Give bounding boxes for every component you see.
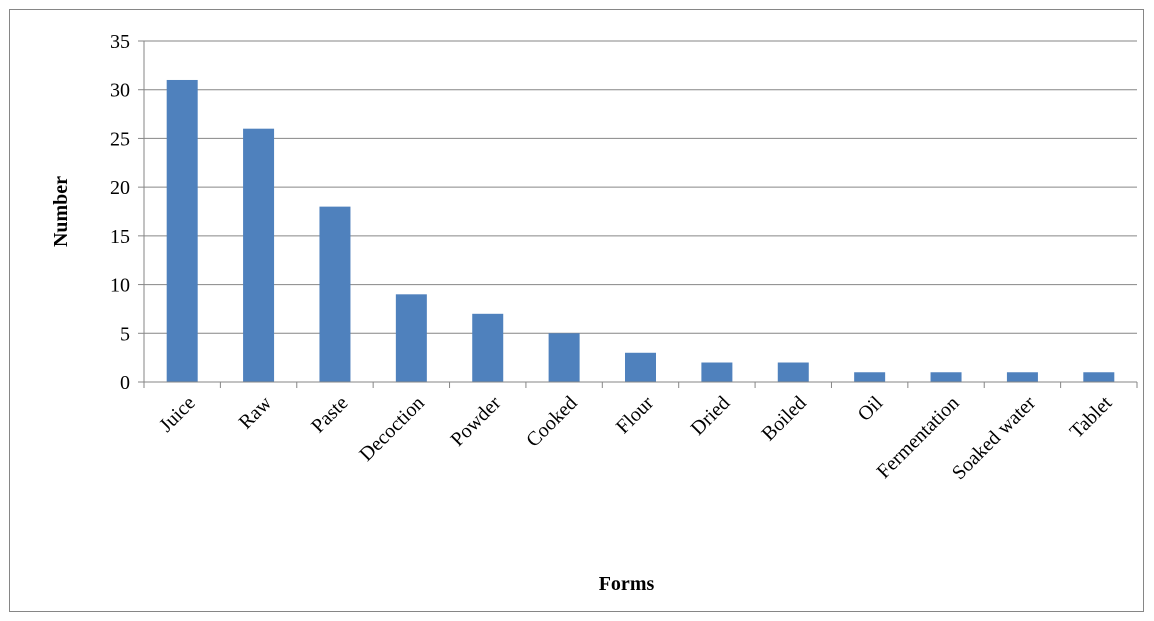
- x-tick-label: Decoction: [355, 392, 429, 466]
- bars: [166, 79, 1115, 382]
- bar-raw: [243, 128, 275, 382]
- x-tick-label: Dried: [687, 392, 735, 440]
- x-tick-label: Juice: [155, 392, 200, 437]
- x-tick-label: Flour: [612, 392, 658, 438]
- bar-dried: [701, 362, 733, 382]
- x-tick-label: Paste: [307, 392, 352, 437]
- y-tick-label: 0: [120, 372, 130, 394]
- bar-tablet: [1083, 372, 1115, 382]
- x-tick-label: Soaked water: [948, 392, 1040, 484]
- x-tick-label: Oil: [854, 392, 888, 426]
- x-tick-label: Tablet: [1066, 392, 1117, 443]
- bar-powder: [472, 313, 504, 382]
- y-tick-label: 10: [110, 275, 130, 297]
- bar-decoction: [395, 294, 427, 382]
- x-axis-title: Forms: [599, 573, 655, 595]
- y-tick-label: 20: [110, 177, 130, 199]
- bar-flour: [625, 352, 656, 382]
- y-tick-label: 15: [110, 226, 130, 248]
- y-tick-label: 25: [110, 128, 130, 150]
- x-tick-label: Raw: [235, 392, 277, 434]
- x-tick-label: Boiled: [758, 392, 811, 445]
- bar-juice: [166, 79, 198, 382]
- bar-soaked-water: [1006, 372, 1038, 382]
- chart-frame: [9, 9, 1144, 612]
- x-tick-labels: Juice Raw Paste Decoction Powder Cooked Flour D…: [155, 392, 1117, 485]
- x-tick-label: Cooked: [522, 392, 582, 452]
- bar-boiled: [777, 362, 809, 382]
- gridlines: [144, 40, 1137, 334]
- bar-oil: [854, 372, 886, 382]
- y-axis-title: Number: [50, 176, 72, 247]
- bar-cooked: [548, 333, 580, 382]
- y-tick-label: 5: [120, 323, 130, 345]
- y-tick-label: 35: [110, 31, 130, 53]
- y-tick-labels: 0 5 10 15 20 25 30 35: [110, 31, 130, 394]
- axes: [138, 40, 1138, 388]
- bar-paste: [319, 206, 351, 382]
- x-tick-label: Powder: [446, 392, 505, 451]
- y-tick-label: 30: [110, 80, 130, 102]
- bar-fermentation: [930, 372, 962, 382]
